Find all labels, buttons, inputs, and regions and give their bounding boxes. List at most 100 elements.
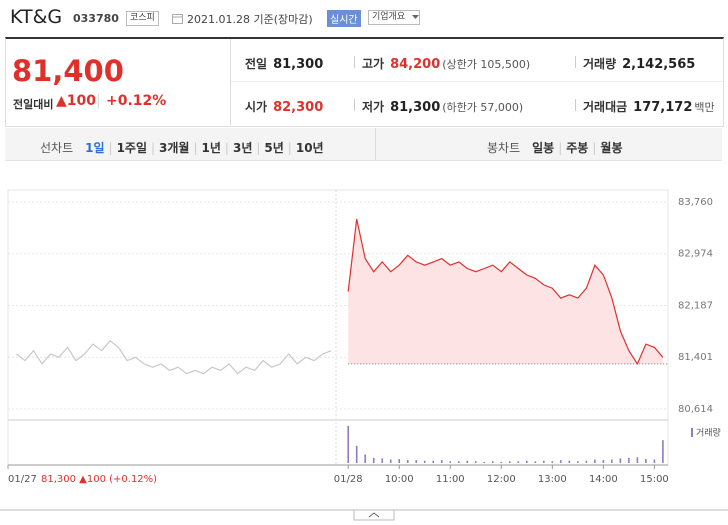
stat-note: (하한가 57,000) xyxy=(442,101,524,114)
volume-bar xyxy=(560,460,562,463)
x-tick-label: 01/27 xyxy=(8,474,37,485)
stat-label: 거래대금 xyxy=(583,100,628,114)
divider xyxy=(375,128,376,160)
x-tick-label: 13:00 xyxy=(538,474,567,485)
stat-label: 저가 xyxy=(362,100,385,114)
volume-bar xyxy=(653,459,656,463)
tab-label: 봉차트 xyxy=(487,141,521,155)
volume-bar xyxy=(585,460,588,463)
stock-name: KT&G xyxy=(10,6,63,28)
line-tabs: 선차트 1일 | 1주일 | 3개월 | 1년 | 3년 | 5년 | 10년 xyxy=(40,137,324,156)
x-tick-label: 01/28 xyxy=(334,474,363,485)
base-date: 2021.01.28 기준(장마감) xyxy=(187,13,313,26)
volume-bar xyxy=(398,459,401,463)
area xyxy=(348,219,663,364)
stat-label: 고가 xyxy=(362,57,385,71)
volume-bar xyxy=(449,461,452,463)
stat: 거래량 2,142,565 xyxy=(583,53,695,72)
x-tick-label: 15:00 xyxy=(640,474,669,485)
volume-bar xyxy=(551,461,554,463)
separator xyxy=(354,99,355,111)
tab-separator: | xyxy=(256,141,261,155)
y-tick-label: 83,760 xyxy=(678,197,713,208)
tab[interactable]: 3개월 xyxy=(159,141,190,155)
tab[interactable]: 5년 xyxy=(264,141,284,155)
stat-value: 82,300 xyxy=(273,100,324,115)
tab[interactable]: 주봉 xyxy=(566,141,589,155)
stat: 저가 81,300 (하한가 57,000) xyxy=(362,96,523,115)
volume-bar xyxy=(509,461,511,463)
tab-separator: | xyxy=(224,141,229,155)
tab-separator: | xyxy=(592,141,597,155)
volume-bar xyxy=(568,460,571,463)
company-button[interactable]: 기업개요 xyxy=(368,10,421,25)
tab[interactable]: 일봉 xyxy=(532,141,555,155)
tab-bar xyxy=(5,128,722,161)
stat-value: 84,200 xyxy=(390,57,441,72)
volume-bar xyxy=(526,460,528,463)
volume-bar xyxy=(347,425,350,463)
volume-bar xyxy=(594,459,596,463)
current-price: 81,400 xyxy=(12,54,124,88)
volume-bar xyxy=(517,461,520,463)
market-tag: 코스피 xyxy=(126,11,159,26)
stat-label: 시가 xyxy=(245,100,268,114)
tab-label: 선차트 xyxy=(40,141,74,155)
volume-bar xyxy=(500,461,503,463)
tab-separator: | xyxy=(151,141,156,155)
separator xyxy=(575,56,576,68)
volume-bar xyxy=(602,460,605,463)
stat-note: (상한가 105,500) xyxy=(442,58,531,71)
price-box xyxy=(5,37,724,127)
separator xyxy=(354,56,355,68)
volume-bar xyxy=(423,460,426,463)
volume-bar xyxy=(491,461,494,463)
change-label: 전일대비 xyxy=(13,98,54,111)
volume-bar xyxy=(543,460,545,463)
volume-bar xyxy=(440,460,443,463)
tab[interactable]: 1일 xyxy=(85,141,105,155)
tab-separator: | xyxy=(193,141,198,155)
stat-value: 81,300 xyxy=(273,57,324,72)
volume-bar xyxy=(415,460,418,463)
tab[interactable]: 1주일 xyxy=(116,141,147,155)
separator: | xyxy=(96,93,101,109)
stat: 전일 81,300 xyxy=(245,53,323,72)
volume-bar xyxy=(534,461,537,463)
volume-bar xyxy=(636,457,639,463)
collapse-button[interactable] xyxy=(353,509,395,521)
tab[interactable]: 3년 xyxy=(232,141,253,155)
annotation: 81,300 ▲100 (+0.12%) xyxy=(41,474,157,485)
stat: 고가 84,200 (상한가 105,500) xyxy=(362,53,530,72)
stat-value: 2,142,565 xyxy=(622,57,696,72)
collapse-icon xyxy=(368,512,380,518)
volume-bar xyxy=(611,459,613,463)
price-line xyxy=(347,218,664,366)
x-tick-label: 10:00 xyxy=(385,474,414,485)
realtime-button[interactable]: 실시간 xyxy=(327,10,361,27)
volume-bar xyxy=(628,457,630,463)
divider xyxy=(230,39,231,125)
volume-bar xyxy=(389,459,392,463)
y-tick-label: 82,974 xyxy=(678,249,713,260)
stat: 시가 82,300 xyxy=(245,96,323,115)
stat-value: 177,172 xyxy=(633,100,693,115)
tab[interactable]: 1년 xyxy=(201,141,221,155)
tab[interactable]: 10년 xyxy=(295,141,324,155)
change-rate: +0.12% xyxy=(106,93,167,109)
price-line xyxy=(16,339,332,375)
y-tick-label: 82,187 xyxy=(678,301,713,312)
calendar-icon xyxy=(172,14,183,24)
change-value: ▲100 xyxy=(56,93,96,109)
volume-bar xyxy=(619,458,622,463)
volume-bar xyxy=(483,461,486,463)
volume-bar xyxy=(372,457,375,463)
y-tick-label: 81,401 xyxy=(678,352,713,363)
tab[interactable]: 월봉 xyxy=(600,141,623,155)
y-tick-label: 80,614 xyxy=(678,404,713,415)
x-tick-label: 12:00 xyxy=(487,474,516,485)
candle-tabs: 봉차트 일봉 | 주봉 | 월봉 xyxy=(487,137,623,156)
